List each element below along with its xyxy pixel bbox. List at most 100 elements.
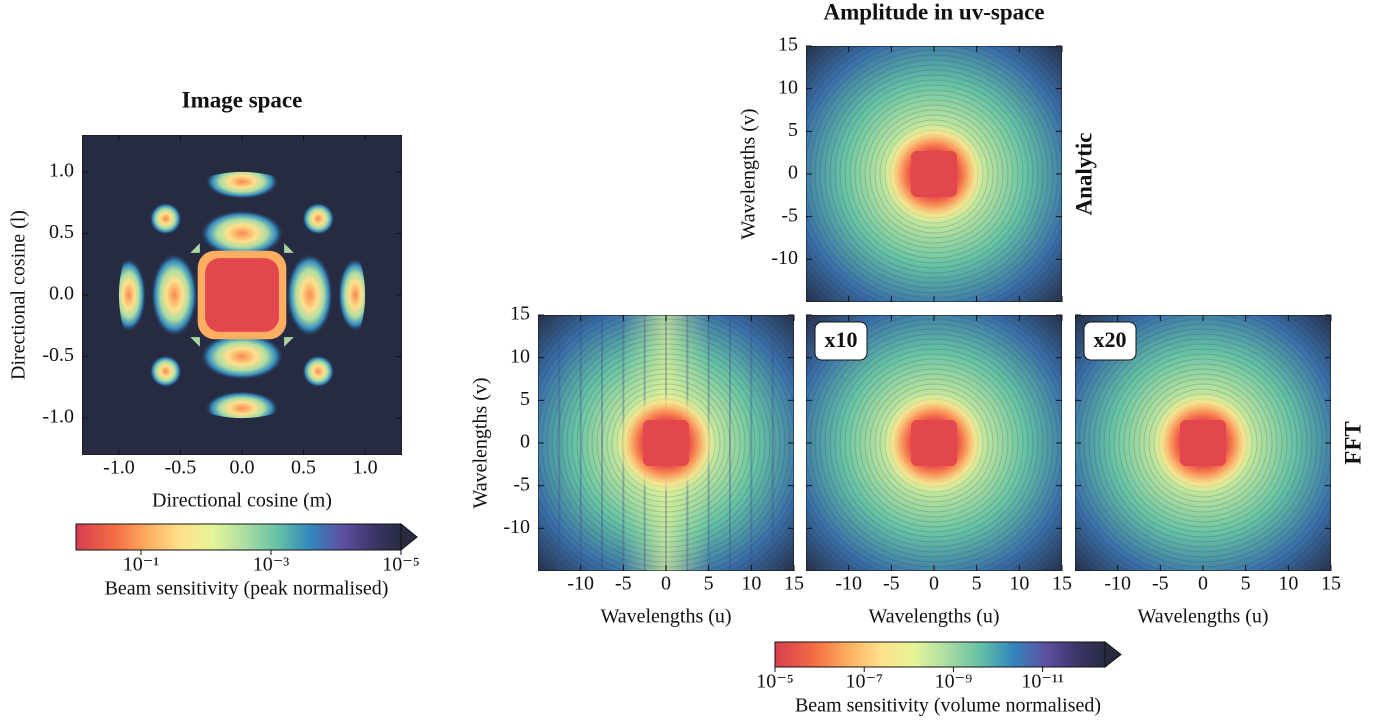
heatmap-image xyxy=(1075,315,1331,571)
colorbar-tick-label: 10⁻¹¹ xyxy=(1021,671,1064,693)
core xyxy=(1179,419,1227,467)
colorbar-tick-label: 10⁻⁵ xyxy=(382,554,420,576)
fringe xyxy=(571,348,761,538)
fringe xyxy=(869,378,999,508)
fringe xyxy=(829,69,1039,279)
y-tick-label: 10 xyxy=(778,76,798,98)
colorbar-tick-label: 10⁻⁵ xyxy=(756,671,794,693)
y-tick-label: 0 xyxy=(520,431,530,453)
fringe xyxy=(859,368,1009,518)
x-tick-label: 0 xyxy=(1198,573,1208,595)
fringe xyxy=(576,353,756,533)
fringe xyxy=(854,94,1014,254)
row-label: FFT xyxy=(1340,421,1365,464)
fringe xyxy=(864,104,1004,244)
fringe xyxy=(1118,358,1288,528)
fringe xyxy=(561,338,771,548)
fringe xyxy=(546,323,786,563)
fringe xyxy=(839,79,1029,269)
y-axis-label: Wavelengths (v) xyxy=(470,377,492,508)
y-tick-label: 5 xyxy=(520,388,530,410)
fringe xyxy=(849,89,1019,259)
x-axis-label: Directional cosine (m) xyxy=(152,490,332,512)
fringe xyxy=(879,388,989,498)
fringe xyxy=(1088,328,1318,558)
null-ring xyxy=(182,334,203,355)
fringe xyxy=(1143,383,1263,503)
colorbar xyxy=(75,523,402,551)
x-tick-label: -1.0 xyxy=(103,457,135,479)
lobe xyxy=(200,333,284,380)
fringe xyxy=(586,363,746,523)
fringe xyxy=(1108,348,1298,538)
y-tick-label: -5 xyxy=(513,473,530,495)
y-tick-label: 10 xyxy=(510,345,530,367)
x-tick-label: 0.0 xyxy=(230,457,255,479)
lobe xyxy=(302,202,335,235)
fringe xyxy=(839,348,1029,538)
lobe xyxy=(302,355,335,388)
colorbar-tick-label: 10⁻⁷ xyxy=(845,671,883,693)
x-tick-label: 15 xyxy=(1321,573,1341,595)
fringe xyxy=(611,388,721,498)
annotation: x20 xyxy=(1094,327,1127,352)
fringe xyxy=(591,368,741,518)
colorbar-label: Beam sensitivity (volume normalised) xyxy=(795,695,1101,717)
fringe xyxy=(1128,368,1278,518)
fringe xyxy=(581,358,751,528)
fringe xyxy=(1138,378,1268,508)
annotation-box xyxy=(1083,321,1137,361)
y-tick-label: 15 xyxy=(510,303,530,325)
x-tick-label: 1.0 xyxy=(353,457,378,479)
x-axis-label: Wavelengths (u) xyxy=(600,606,731,628)
x-tick-label: -5 xyxy=(1152,573,1169,595)
null-ring xyxy=(281,235,302,256)
fringe xyxy=(814,323,1054,563)
y-tick-label: -0.5 xyxy=(42,344,74,366)
y-tick-label: -5 xyxy=(781,204,798,226)
fringe xyxy=(819,328,1049,558)
x-tick-label: -10 xyxy=(567,573,594,595)
fringe xyxy=(854,363,1014,523)
x-tick-label: -10 xyxy=(1104,573,1131,595)
x-tick-label: 10 xyxy=(1009,573,1029,595)
fringe xyxy=(834,74,1034,274)
chart-title: Amplitude in uv-space xyxy=(823,0,1044,24)
y-tick-label: 0 xyxy=(788,162,798,184)
x-axis-label: Wavelengths (u) xyxy=(1137,606,1268,628)
fringe xyxy=(844,84,1024,264)
x-axis-label: Wavelengths (u) xyxy=(868,606,999,628)
fringe xyxy=(829,338,1039,548)
x-tick-label: 0.5 xyxy=(291,457,316,479)
y-tick-label: 1.0 xyxy=(49,160,74,182)
fringe xyxy=(566,343,766,543)
fringe xyxy=(834,343,1034,543)
x-tick-label: 0 xyxy=(661,573,671,595)
x-tick-label: -10 xyxy=(835,573,862,595)
fringe xyxy=(596,373,736,513)
fringe xyxy=(819,59,1049,289)
colorbar-tick-label: 10⁻⁹ xyxy=(935,671,973,693)
x-tick-label: -5 xyxy=(883,573,900,595)
lobe xyxy=(149,355,182,388)
fringe xyxy=(814,54,1054,294)
annotation: x10 xyxy=(825,327,858,352)
y-tick-label: 0.0 xyxy=(49,283,74,305)
lobe xyxy=(149,202,182,235)
null-ring xyxy=(182,235,203,256)
fringe xyxy=(824,64,1044,284)
fringe xyxy=(551,328,781,558)
fringe xyxy=(1123,363,1283,523)
fringe xyxy=(1093,333,1313,553)
fringe xyxy=(1098,338,1308,548)
heatmap-image xyxy=(82,135,402,455)
colorbar xyxy=(774,641,1106,668)
chart-title: Image space xyxy=(182,87,303,112)
x-tick-label: 10 xyxy=(1278,573,1298,595)
lobe xyxy=(150,253,198,337)
core xyxy=(205,258,279,332)
colorbar-label: Beam sensitivity (peak normalised) xyxy=(105,578,389,600)
x-tick-label: 5 xyxy=(704,573,714,595)
fringe xyxy=(556,333,776,553)
